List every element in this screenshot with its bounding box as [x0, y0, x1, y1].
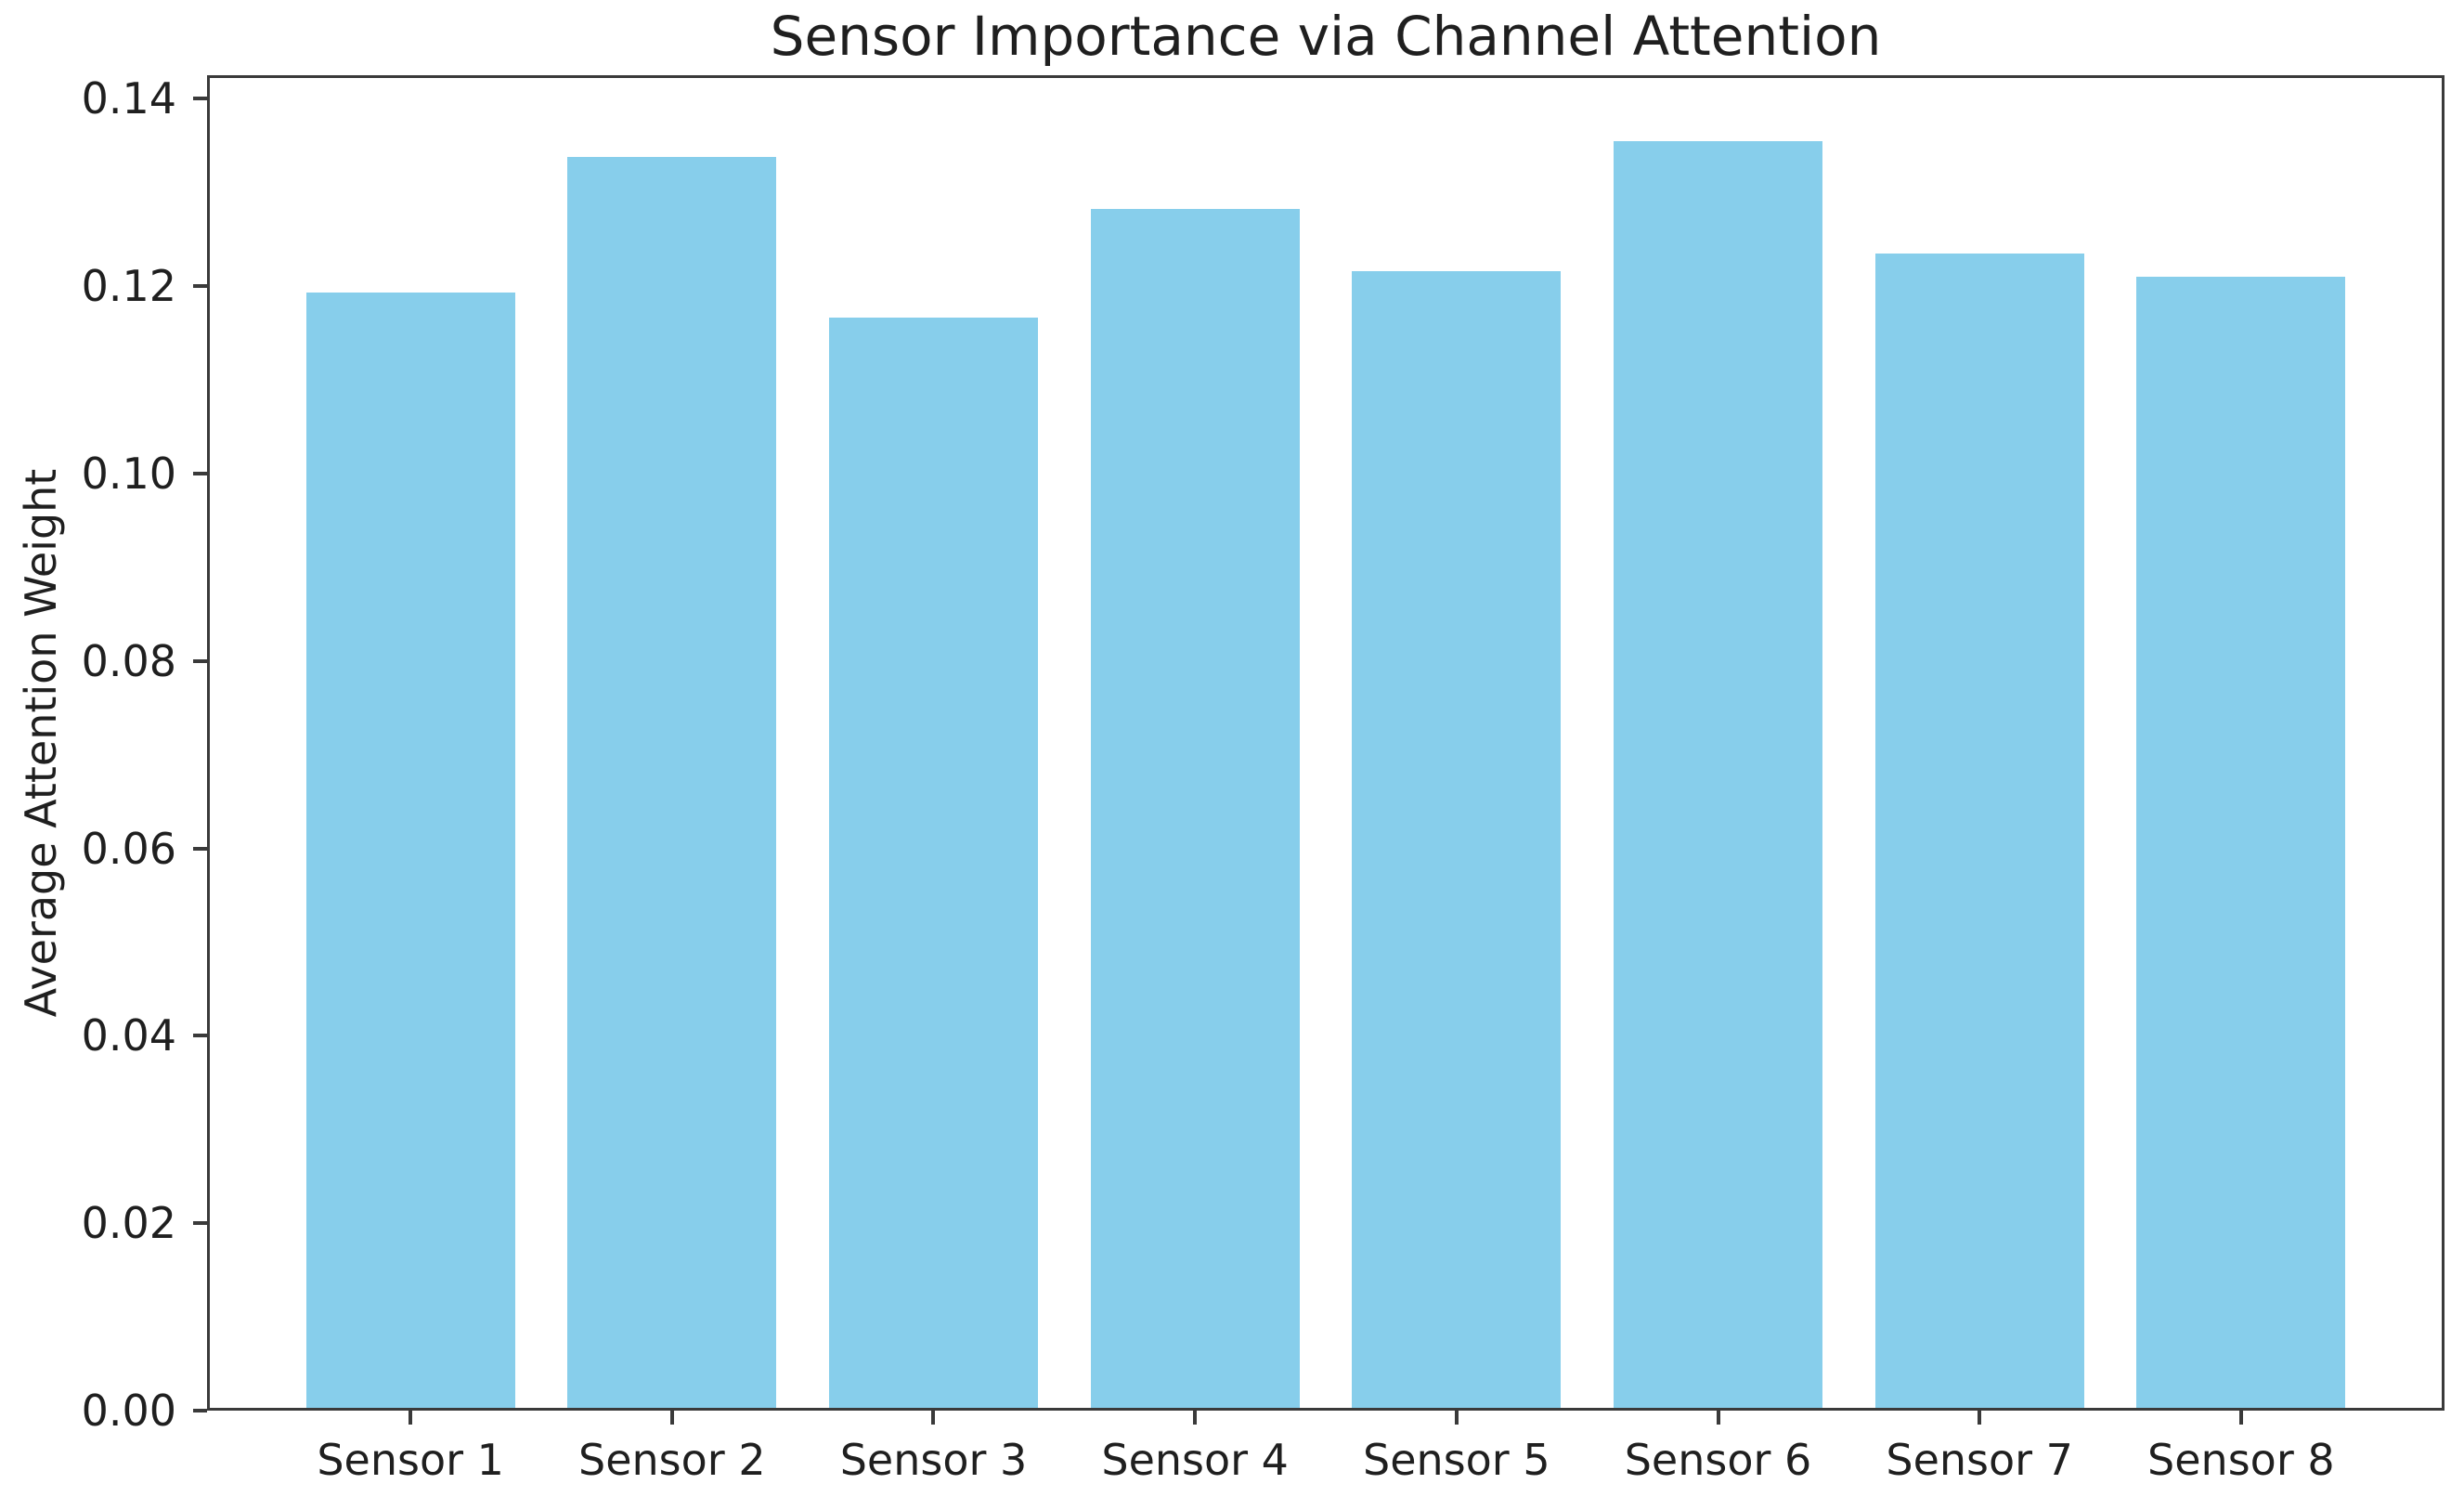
x-tick-label-sensor-6: Sensor 6 [1624, 1435, 1812, 1485]
y-tick-label: 0.00 [81, 1386, 176, 1436]
bar-sensor-8 [2136, 277, 2346, 1408]
bar-sensor-2 [567, 157, 777, 1408]
y-tick-mark [193, 471, 207, 475]
bar-sensor-6 [1614, 141, 1822, 1408]
plot-area [207, 75, 2445, 1411]
x-tick-mark [1454, 1411, 1459, 1425]
x-tick-label-sensor-8: Sensor 8 [2147, 1435, 2335, 1485]
y-tick-label: 0.08 [81, 635, 176, 686]
y-tick-label: 0.14 [81, 73, 176, 124]
x-tick-mark [669, 1411, 674, 1425]
x-tick-mark [409, 1411, 413, 1425]
x-tick-label-sensor-3: Sensor 3 [839, 1435, 1028, 1485]
x-tick-mark [1193, 1411, 1198, 1425]
y-axis-label: Average Attention Weight [16, 468, 66, 1018]
y-tick-mark [193, 97, 207, 101]
y-tick-label: 0.10 [81, 448, 176, 499]
chart-title: Sensor Importance via Channel Attention [770, 5, 1882, 68]
x-tick-label-sensor-2: Sensor 2 [578, 1435, 766, 1485]
x-tick-mark [931, 1411, 936, 1425]
bar-sensor-5 [1352, 271, 1562, 1408]
y-tick-label: 0.06 [81, 823, 176, 874]
y-tick-label: 0.04 [81, 1010, 176, 1061]
y-tick-mark [193, 846, 207, 851]
y-tick-mark [193, 1409, 207, 1412]
x-tick-label-sensor-5: Sensor 5 [1363, 1435, 1550, 1485]
x-tick-label-sensor-1: Sensor 1 [317, 1435, 504, 1485]
x-tick-label-sensor-7: Sensor 7 [1886, 1435, 2073, 1485]
y-tick-mark [193, 658, 207, 663]
y-tick-mark [193, 284, 207, 289]
y-tick-label: 0.12 [81, 261, 176, 312]
bar-sensor-4 [1090, 208, 1300, 1408]
x-tick-label-sensor-4: Sensor 4 [1101, 1435, 1289, 1485]
bar-sensor-3 [829, 318, 1038, 1408]
x-tick-mark [1716, 1411, 1720, 1425]
y-tick-mark [193, 1221, 207, 1226]
y-tick-mark [193, 1034, 207, 1038]
bar-sensor-7 [1874, 253, 2084, 1408]
y-tick-label: 0.02 [81, 1198, 176, 1249]
x-tick-mark [1978, 1411, 1982, 1425]
x-tick-mark [2238, 1411, 2243, 1425]
bar-sensor-1 [305, 293, 515, 1408]
